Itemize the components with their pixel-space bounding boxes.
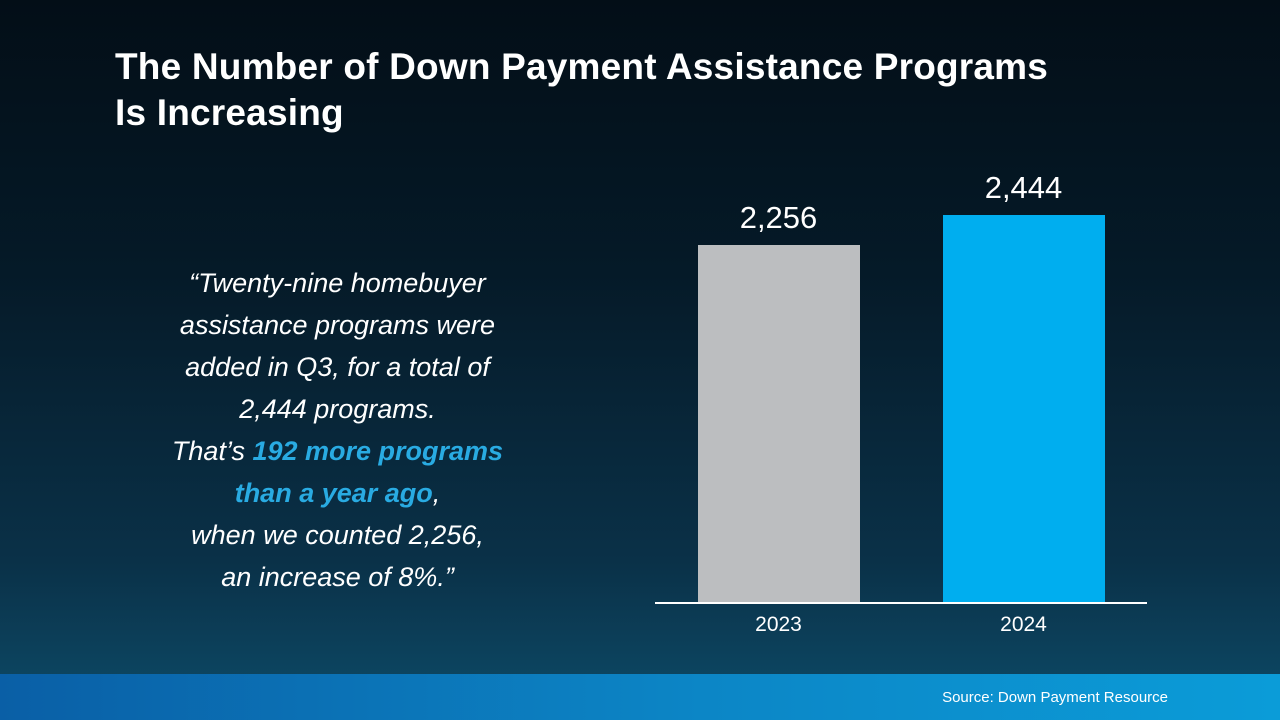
quote-text: That’s [171,436,253,466]
quote-line: than a year ago, [85,472,590,514]
quote-line: 2,444 programs. [239,394,436,424]
bar-value-label-2024: 2,444 [984,170,1063,205]
bar-value-label-2023: 2,256 [739,200,818,235]
x-axis-label-2023: 2023 [755,613,802,636]
bar-group-2023: 2,256 [697,200,860,602]
page-title: The Number of Down Payment Assistance Pr… [115,44,1048,136]
bar-2023 [697,245,860,602]
chart-plot-area: 2,256 2,444 [655,170,1147,602]
x-axis-labels: 2023 2024 [655,613,1147,637]
quote-line: when we counted 2,256, [191,520,484,550]
quote-block: “Twenty-nine homebuyer assistance progra… [85,262,590,598]
quote-line: That’s 192 more programs [85,430,590,472]
quote-line: assistance programs were [179,310,496,340]
footer-bar: Source: Down Payment Resource [0,674,1280,720]
source-attribution: Source: Down Payment Resource [942,688,1168,706]
bar-group-2024: 2,444 [942,170,1105,602]
x-axis-line [655,602,1147,604]
quote-line: an increase of 8%.” [221,562,454,592]
quote-text: , [432,478,441,508]
quote-highlight-text: than a year ago [234,478,433,508]
title-line-2: Is Increasing [115,91,344,133]
quote-highlight-text: 192 more programs [252,436,504,466]
quote-line: added in Q3, for a total of [185,352,490,382]
x-axis-label-2024: 2024 [1000,613,1047,636]
bar-chart: 2,256 2,444 2023 2024 [655,170,1147,637]
quote-line: “Twenty-nine homebuyer [189,268,486,298]
title-line-1: The Number of Down Payment Assistance Pr… [115,46,1049,87]
bar-2024 [942,215,1105,602]
